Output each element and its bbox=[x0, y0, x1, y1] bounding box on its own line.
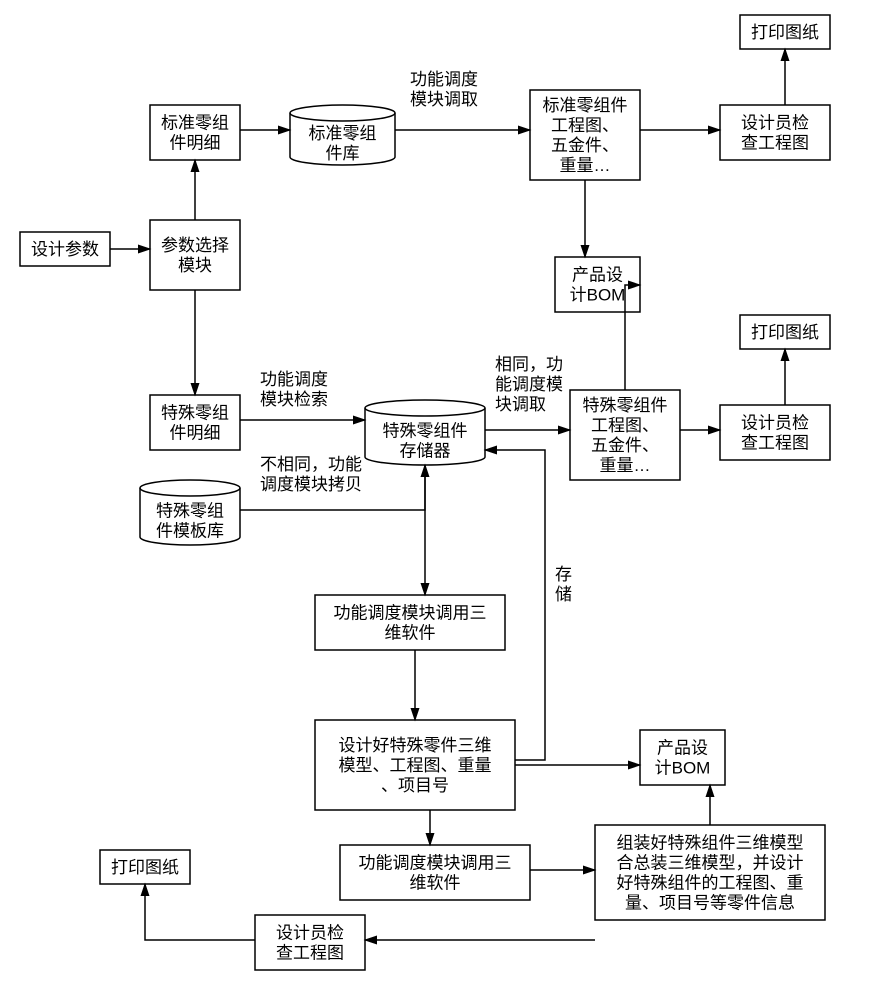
svg-text:模块调取: 模块调取 bbox=[410, 90, 478, 109]
svg-text:能调度模: 能调度模 bbox=[495, 375, 563, 394]
svg-text:维软件: 维软件 bbox=[385, 624, 436, 643]
svg-text:件明细: 件明细 bbox=[170, 134, 221, 153]
node-paramSelect bbox=[150, 220, 240, 290]
svg-text:打印图纸: 打印图纸 bbox=[751, 23, 819, 42]
svg-text:模块: 模块 bbox=[178, 256, 212, 275]
svg-text:组装好特殊组件三维模型: 组装好特殊组件三维模型 bbox=[617, 834, 804, 853]
svg-text:打印图纸: 打印图纸 bbox=[111, 858, 179, 877]
svg-text:打印图纸: 打印图纸 bbox=[751, 323, 819, 342]
svg-text:设计员检: 设计员检 bbox=[276, 924, 344, 943]
svg-text:维软件: 维软件 bbox=[410, 874, 461, 893]
svg-text:产品设: 产品设 bbox=[657, 739, 708, 758]
svg-text:功能调度模块调用三: 功能调度模块调用三 bbox=[334, 604, 487, 623]
svg-text:块调取: 块调取 bbox=[495, 395, 546, 414]
svg-text:、项目号: 、项目号 bbox=[381, 776, 449, 795]
edge-design3d-specStore bbox=[485, 450, 545, 760]
svg-text:查工程图: 查工程图 bbox=[741, 134, 809, 153]
svg-text:产品设: 产品设 bbox=[572, 266, 623, 285]
svg-text:计BOM: 计BOM bbox=[570, 286, 626, 305]
svg-text:存储器: 存储器 bbox=[400, 442, 451, 461]
svg-text:工程图、: 工程图、 bbox=[551, 116, 619, 135]
svg-text:功能调度: 功能调度 bbox=[410, 70, 478, 89]
svg-text:设计参数: 设计参数 bbox=[31, 240, 99, 259]
svg-text:合总装三维模型，并设计: 合总装三维模型，并设计 bbox=[617, 854, 804, 873]
svg-text:件模板库: 件模板库 bbox=[156, 522, 224, 541]
svg-text:特殊零组: 特殊零组 bbox=[156, 502, 224, 521]
svg-text:调度模块拷贝: 调度模块拷贝 bbox=[260, 475, 362, 494]
svg-text:不相同，功能: 不相同，功能 bbox=[260, 455, 362, 474]
svg-text:标准零组: 标准零组 bbox=[161, 114, 229, 133]
svg-text:标准零组: 标准零组 bbox=[309, 124, 377, 143]
svg-text:模型、工程图、重量: 模型、工程图、重量 bbox=[339, 756, 492, 775]
svg-text:设计好特殊零件三维: 设计好特殊零件三维 bbox=[339, 736, 492, 755]
svg-text:特殊零组件: 特殊零组件 bbox=[583, 396, 668, 415]
svg-text:设计员检: 设计员检 bbox=[741, 114, 809, 133]
svg-text:量、项目号等零件信息: 量、项目号等零件信息 bbox=[625, 894, 795, 913]
svg-text:存: 存 bbox=[555, 565, 572, 584]
svg-text:重量…: 重量… bbox=[560, 156, 611, 175]
svg-text:参数选择: 参数选择 bbox=[161, 236, 229, 255]
svg-text:查工程图: 查工程图 bbox=[276, 944, 344, 963]
svg-text:工程图、: 工程图、 bbox=[591, 416, 659, 435]
svg-text:功能调度: 功能调度 bbox=[260, 370, 328, 389]
svg-text:相同，功: 相同，功 bbox=[495, 355, 563, 374]
svg-text:模块检索: 模块检索 bbox=[260, 390, 328, 409]
svg-text:计BOM: 计BOM bbox=[655, 759, 711, 778]
svg-text:件库: 件库 bbox=[326, 144, 360, 163]
edge-designerChk3-print3 bbox=[145, 884, 255, 940]
edge-specDrawings-bom1 bbox=[625, 285, 640, 390]
svg-text:功能调度模块调用三: 功能调度模块调用三 bbox=[359, 854, 512, 873]
svg-text:五金件、: 五金件、 bbox=[551, 136, 619, 155]
svg-text:件明细: 件明细 bbox=[170, 424, 221, 443]
svg-text:重量…: 重量… bbox=[600, 456, 651, 475]
svg-text:特殊零组件: 特殊零组件 bbox=[383, 422, 468, 441]
svg-text:五金件、: 五金件、 bbox=[591, 436, 659, 455]
svg-text:查工程图: 查工程图 bbox=[741, 434, 809, 453]
svg-text:特殊零组: 特殊零组 bbox=[161, 404, 229, 423]
svg-text:好特殊组件的工程图、重: 好特殊组件的工程图、重 bbox=[617, 874, 804, 893]
svg-text:储: 储 bbox=[555, 585, 572, 604]
svg-text:设计员检: 设计员检 bbox=[741, 414, 809, 433]
svg-text:标准零组件: 标准零组件 bbox=[543, 96, 628, 115]
